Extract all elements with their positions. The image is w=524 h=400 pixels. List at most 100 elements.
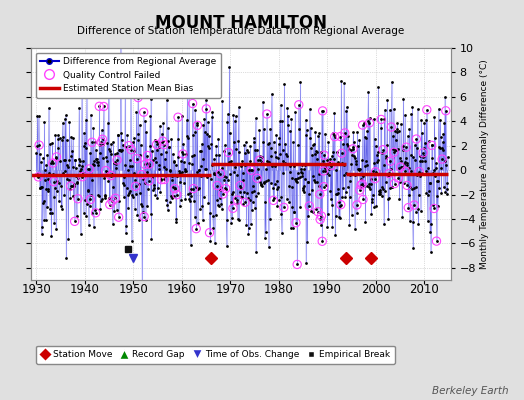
Point: [62, 112, 70, 118]
Point: [159, 120, 167, 126]
Point: [246, 143, 255, 149]
Point: [366, 181, 375, 188]
Point: [415, 168, 423, 175]
Point: [83, 201, 91, 207]
Point: [143, 169, 151, 175]
Point: [322, 182, 331, 188]
Point: [166, 166, 174, 173]
Point: [401, 155, 410, 161]
Point: [312, 149, 321, 155]
Point: [369, 160, 378, 166]
Point: [337, 78, 345, 84]
Point: [51, 185, 59, 191]
Point: [352, 209, 361, 216]
Point: [136, 190, 144, 196]
Point: [317, 213, 325, 219]
Point: [52, 154, 61, 160]
Point: [202, 96, 210, 103]
Point: [113, 157, 121, 163]
Point: [103, 140, 111, 146]
Point: [179, 151, 187, 157]
Point: [80, 142, 89, 149]
Point: [248, 189, 256, 196]
Point: [282, 196, 291, 202]
Point: [360, 120, 368, 126]
Point: [390, 149, 398, 156]
Point: [127, 146, 135, 153]
Point: [91, 139, 99, 145]
Text: 1990: 1990: [312, 283, 342, 296]
Point: [281, 161, 289, 168]
Point: [429, 202, 437, 208]
Point: [122, 144, 130, 150]
Point: [196, 206, 204, 212]
Point: [224, 111, 232, 117]
Point: [153, 195, 161, 202]
Point: [147, 96, 155, 102]
Point: [296, 79, 304, 85]
Point: [302, 132, 311, 138]
Point: [252, 115, 260, 122]
Point: [271, 154, 280, 161]
Point: [315, 183, 323, 189]
Point: [116, 147, 125, 154]
Point: [181, 196, 190, 202]
Point: [418, 170, 426, 176]
Point: [387, 78, 396, 85]
Point: [321, 168, 329, 174]
Point: [217, 206, 226, 212]
Point: [344, 143, 352, 150]
Point: [362, 135, 370, 142]
Point: [162, 96, 171, 103]
Point: [50, 220, 58, 226]
Point: [216, 195, 224, 202]
Point: [301, 162, 309, 168]
Point: [237, 194, 245, 200]
Point: [264, 244, 272, 250]
Point: [36, 185, 45, 191]
Point: [176, 179, 184, 186]
Point: [382, 153, 390, 160]
Point: [57, 203, 66, 209]
Point: [186, 190, 194, 196]
Point: [152, 141, 161, 148]
Point: [340, 172, 348, 178]
Point: [405, 192, 413, 198]
Point: [143, 152, 151, 159]
Point: [276, 118, 284, 124]
Point: [172, 192, 181, 198]
Point: [154, 139, 162, 146]
Point: [364, 88, 373, 95]
Point: [70, 218, 79, 224]
Text: 1960: 1960: [167, 283, 196, 296]
Point: [49, 160, 57, 166]
Point: [432, 238, 441, 244]
Point: [295, 126, 303, 132]
Point: [215, 187, 224, 194]
Point: [65, 118, 73, 125]
Point: [413, 106, 422, 112]
Point: [148, 174, 156, 181]
Point: [336, 202, 344, 209]
Text: 2000: 2000: [361, 283, 390, 296]
Point: [150, 137, 159, 143]
Point: [189, 132, 197, 139]
Point: [335, 198, 343, 205]
Point: [292, 220, 300, 226]
Point: [354, 166, 363, 172]
Point: [230, 139, 238, 146]
Point: [156, 188, 165, 195]
Point: [224, 149, 233, 156]
Point: [325, 166, 334, 173]
Point: [119, 142, 127, 148]
Point: [399, 95, 408, 102]
Point: [288, 204, 297, 210]
Point: [109, 184, 117, 191]
Point: [255, 157, 264, 163]
Point: [305, 106, 314, 112]
Point: [66, 194, 74, 201]
Point: [378, 193, 386, 200]
Point: [108, 198, 116, 204]
Point: [374, 84, 383, 90]
Point: [338, 159, 346, 166]
